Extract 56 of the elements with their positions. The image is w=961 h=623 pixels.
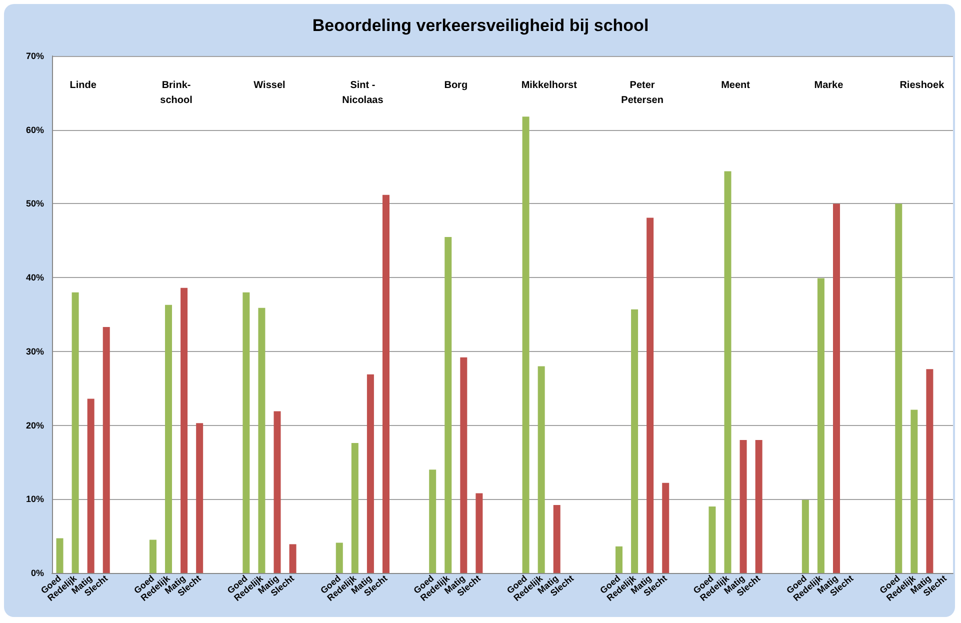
bar	[662, 482, 670, 573]
y-tick-label: 10%	[26, 494, 44, 504]
annotation: Brink- school	[160, 80, 193, 106]
bar	[817, 278, 824, 573]
bar	[926, 369, 934, 573]
bar	[180, 288, 188, 573]
bar	[149, 540, 156, 573]
bar	[538, 366, 545, 573]
bar	[444, 236, 452, 573]
bar	[289, 544, 296, 573]
annotation: Borg	[444, 80, 468, 91]
y-tick-label: 70%	[26, 51, 44, 61]
y-tick-label: 0%	[30, 568, 44, 578]
annotation: Meent	[721, 80, 751, 91]
annotation: Marke	[814, 80, 844, 91]
annotation: Sint - Nicolaas	[342, 80, 384, 106]
bar	[366, 374, 374, 573]
y-tick-label: 40%	[26, 272, 44, 283]
bar	[832, 204, 840, 573]
bar	[895, 204, 902, 573]
bar	[429, 470, 436, 573]
annotation: Rieshoek	[900, 80, 945, 91]
bar	[336, 542, 343, 573]
bar	[476, 493, 483, 573]
bar	[56, 538, 64, 573]
bar	[646, 218, 654, 573]
y-tick-label: 50%	[26, 198, 44, 209]
annotation: Peter Petersen	[621, 80, 664, 106]
bar	[553, 505, 560, 573]
bar	[631, 309, 638, 573]
bar	[724, 171, 732, 573]
chart-title: Beoordeling verkeersveiligheid bij school	[312, 16, 649, 35]
bar	[351, 443, 358, 573]
bar	[196, 423, 204, 573]
bar	[740, 440, 747, 573]
bar	[460, 357, 468, 573]
bar	[382, 194, 390, 573]
y-tick-label: 30%	[26, 346, 44, 356]
bar	[102, 327, 110, 573]
y-tick-label: 60%	[26, 124, 44, 135]
annotation: Linde	[70, 80, 97, 91]
bar	[910, 410, 918, 573]
bar	[87, 398, 94, 573]
bar	[616, 546, 623, 573]
bar	[708, 506, 716, 573]
annotation: Wissel	[254, 80, 286, 91]
annotation: Mikkelhorst	[521, 80, 578, 91]
bar	[165, 304, 172, 573]
bar	[72, 292, 79, 573]
bar	[802, 500, 809, 573]
bar	[755, 440, 762, 573]
y-tick-label: 20%	[26, 420, 44, 430]
bar	[274, 411, 281, 573]
bar	[522, 116, 530, 573]
bar	[258, 308, 266, 573]
bar	[242, 292, 250, 573]
